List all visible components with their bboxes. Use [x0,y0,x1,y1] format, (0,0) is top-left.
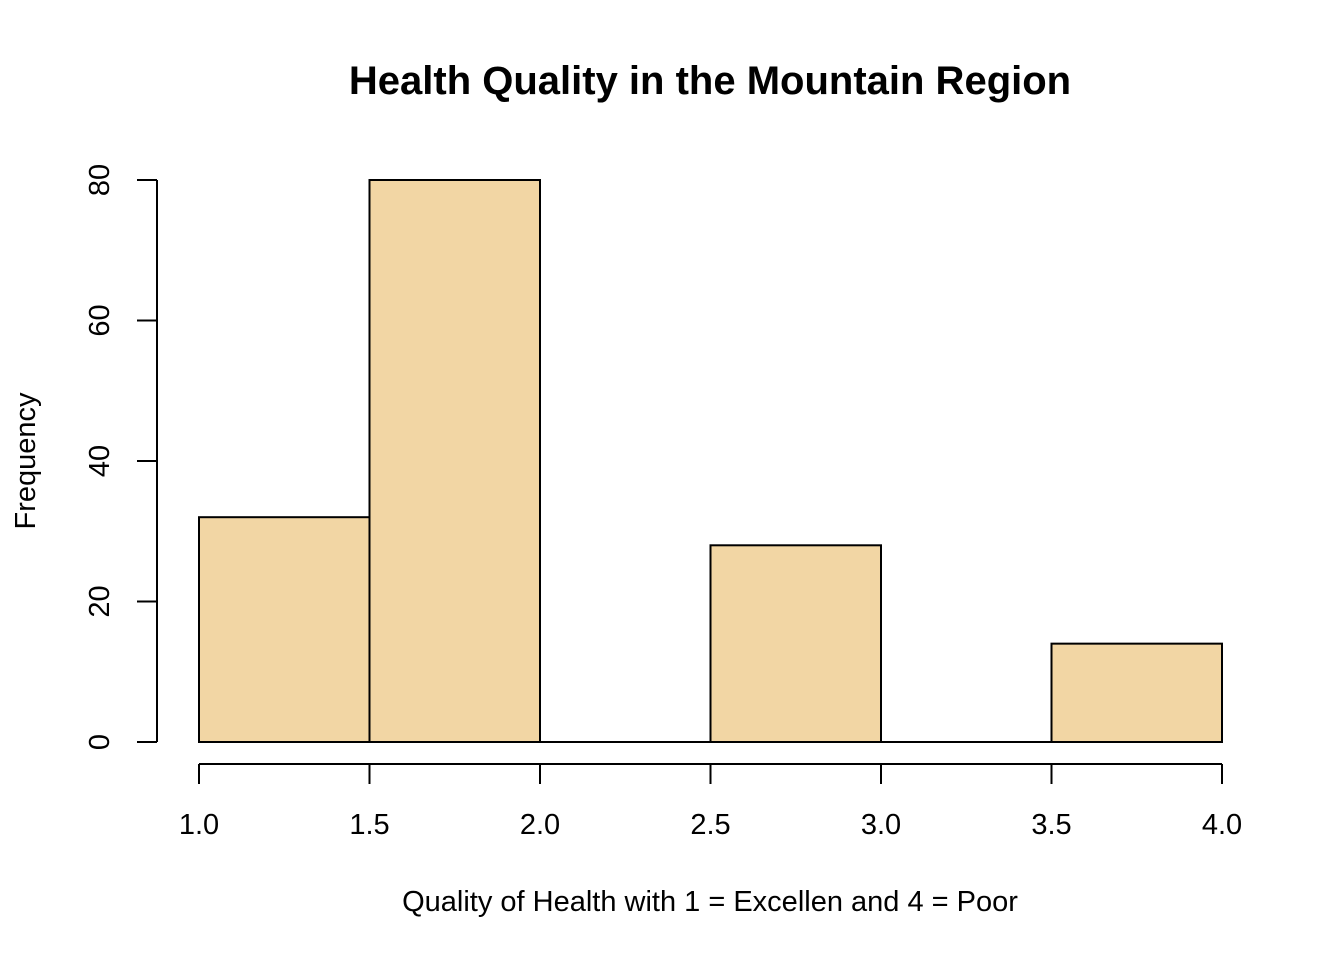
x-tick-label: 3.5 [1031,809,1071,841]
bars-group [198,179,1223,744]
histogram-bar [368,179,541,743]
histogram-bar [198,516,371,744]
histogram-bar [1050,642,1223,744]
histogram-bar [709,544,882,743]
y-tick-label: 0 [84,734,116,750]
x-tick-label: 4.0 [1202,809,1242,841]
x-tick-label: 2.5 [690,809,730,841]
x-tick-label: 2.0 [520,809,560,841]
x-axis: 1.0 1.5 2.0 2.5 3.0 3.5 4.0 [179,763,1242,841]
y-tick-label: 80 [84,164,116,196]
x-tick-label: 1.0 [179,809,219,841]
y-tick-label: 20 [84,585,116,617]
y-tick-label: 40 [84,445,116,477]
y-tick-label: 60 [84,304,116,336]
x-tick-label: 1.5 [349,809,389,841]
y-axis-label: Frequency [10,392,42,530]
chart-title: Health Quality in the Mountain Region [349,59,1071,103]
x-tick-label: 3.0 [861,809,901,841]
x-axis-label: Quality of Health with 1 = Excellen and … [402,886,1018,918]
y-axis: 0 20 40 60 80 [84,164,158,750]
